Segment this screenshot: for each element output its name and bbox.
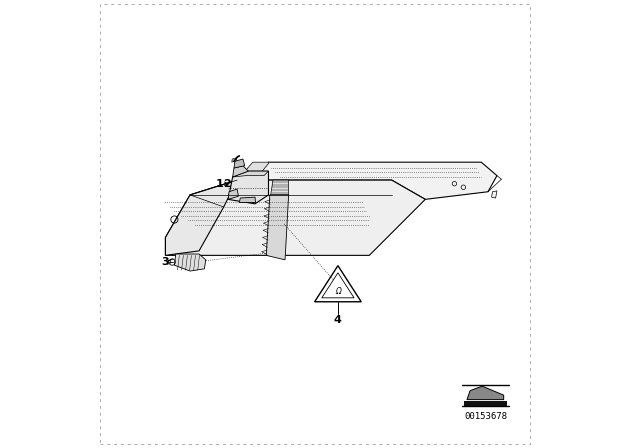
Polygon shape <box>239 197 255 202</box>
Text: 2: 2 <box>223 179 230 189</box>
Polygon shape <box>233 171 269 177</box>
Polygon shape <box>237 162 269 180</box>
Text: 00153678: 00153678 <box>464 412 508 421</box>
Polygon shape <box>232 158 237 162</box>
Bar <box>464 401 508 406</box>
Polygon shape <box>228 189 239 199</box>
Text: 4: 4 <box>334 315 342 325</box>
Text: 1: 1 <box>215 179 223 189</box>
Polygon shape <box>253 162 497 199</box>
Polygon shape <box>165 180 425 255</box>
Polygon shape <box>228 171 269 204</box>
Polygon shape <box>174 254 206 271</box>
Text: Ω: Ω <box>335 287 341 296</box>
Polygon shape <box>266 195 289 260</box>
Polygon shape <box>315 266 361 302</box>
Polygon shape <box>233 166 248 177</box>
Text: 3: 3 <box>162 257 169 267</box>
Polygon shape <box>467 386 504 400</box>
Polygon shape <box>165 180 237 255</box>
Polygon shape <box>271 180 289 195</box>
Polygon shape <box>234 159 244 168</box>
Polygon shape <box>168 260 171 264</box>
Polygon shape <box>492 191 497 198</box>
